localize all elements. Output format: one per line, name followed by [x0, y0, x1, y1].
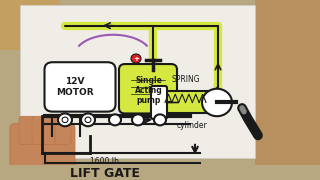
Circle shape [109, 114, 121, 125]
FancyBboxPatch shape [44, 62, 116, 112]
FancyBboxPatch shape [32, 116, 48, 145]
Text: Single
Acting
pump: Single Acting pump [135, 76, 163, 105]
FancyBboxPatch shape [19, 116, 35, 145]
Circle shape [202, 89, 232, 116]
Text: LIFT GATE: LIFT GATE [70, 167, 140, 180]
FancyBboxPatch shape [44, 116, 60, 145]
Text: 12V
MOTOR: 12V MOTOR [56, 77, 94, 97]
Circle shape [58, 113, 72, 126]
Circle shape [81, 113, 95, 126]
FancyBboxPatch shape [119, 64, 177, 113]
FancyBboxPatch shape [55, 116, 71, 145]
FancyBboxPatch shape [255, 0, 320, 165]
Text: +: + [133, 56, 139, 62]
FancyBboxPatch shape [10, 123, 75, 169]
Text: SPRING: SPRING [171, 75, 200, 84]
Text: 1600 lb: 1600 lb [90, 157, 119, 166]
Bar [163, 91, 216, 113]
Text: cylinder: cylinder [177, 121, 207, 130]
FancyBboxPatch shape [151, 86, 167, 119]
Circle shape [85, 117, 91, 123]
Circle shape [62, 117, 68, 123]
Circle shape [132, 114, 144, 125]
FancyBboxPatch shape [20, 4, 255, 158]
Circle shape [154, 114, 166, 125]
Circle shape [131, 54, 141, 63]
FancyBboxPatch shape [0, 0, 60, 50]
